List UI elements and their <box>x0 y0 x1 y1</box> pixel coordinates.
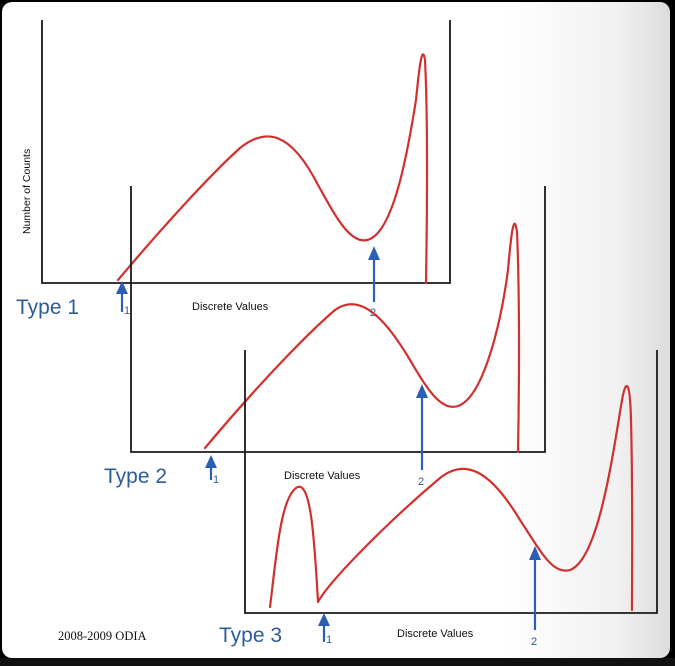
svg-text:1: 1 <box>213 474 219 486</box>
panel-3-marker-2: 2 <box>529 546 541 648</box>
panel-1-histogram-curve <box>116 53 429 285</box>
panel-2-type-label: Type 2 <box>104 465 167 488</box>
svg-text:1: 1 <box>326 634 332 646</box>
panel-2-axes <box>130 186 546 453</box>
svg-text:2: 2 <box>531 636 537 648</box>
panel-type-1: Number of Counts 1 2 Type 1 Discrete Val… <box>16 20 451 319</box>
panel-3-axes <box>244 350 658 614</box>
panel-3-marker-1: 1 <box>318 613 332 646</box>
panel-type-3: 1 2 Type 3 Discrete Values <box>219 350 658 648</box>
panel-3-type-label: Type 3 <box>219 624 282 647</box>
footer-credit: 2008-2009 ODIA <box>58 629 147 643</box>
slide-background <box>2 2 670 658</box>
svg-text:1: 1 <box>124 305 130 317</box>
panel-1-type-label: Type 1 <box>16 296 79 319</box>
panel-type-2: 1 2 Type 2 Discrete Values <box>104 186 546 488</box>
panel-2-x-axis-label: Discrete Values <box>284 470 361 482</box>
panel-2-marker-2: 2 <box>416 384 428 488</box>
panel-1-x-axis-label: Discrete Values <box>192 301 269 313</box>
panel-1-y-axis-label: Number of Counts <box>21 149 33 234</box>
panel-2-marker-1: 1 <box>205 455 219 486</box>
panel-1-marker-1: 1 <box>116 281 130 317</box>
svg-text:2: 2 <box>418 476 424 488</box>
panel-1-axes <box>41 20 451 284</box>
panel-3-histogram-curve <box>268 385 634 612</box>
bottom-border <box>0 658 675 666</box>
panel-3-x-axis-label: Discrete Values <box>397 628 474 640</box>
panel-2-histogram-curve <box>203 222 521 454</box>
